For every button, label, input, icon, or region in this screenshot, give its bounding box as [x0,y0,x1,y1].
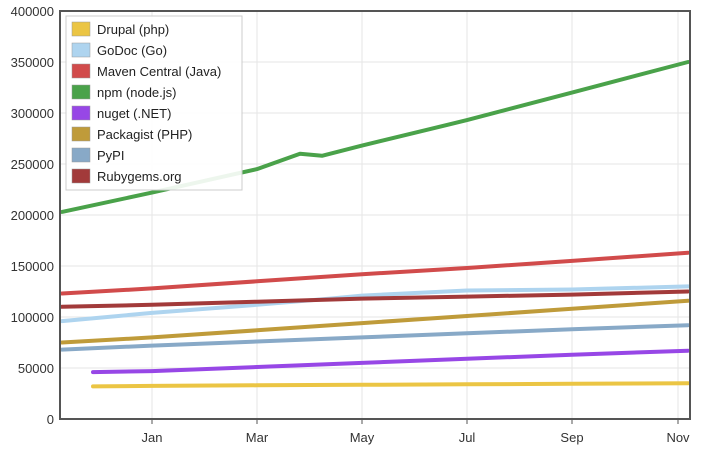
y-tick-label: 0 [47,412,54,427]
legend-label: GoDoc (Go) [97,43,167,58]
legend-swatch [71,63,91,79]
legend-label: npm (node.js) [97,85,176,100]
x-tick-label: Jul [459,430,476,445]
series-line-7 [60,289,690,309]
x-tick-label: Sep [560,430,583,445]
y-tick-label: 150000 [11,259,54,274]
y-tick-label: 100000 [11,310,54,325]
legend: Drupal (php) GoDoc (Go) Maven Central (Jav… [65,15,243,191]
legend-swatch [71,126,91,142]
x-tick-label: Mar [246,430,269,445]
legend-box [65,15,243,191]
legend-swatch [71,21,91,37]
series-line-2 [60,250,690,296]
y-tick-label: 400000 [11,4,54,19]
y-axis: 0 50000 100000 150000 200000 250000 300000 3500… [11,4,54,427]
y-tick-label: 300000 [11,106,54,121]
legend-label: Drupal (php) [97,22,169,37]
series-line-5 [60,298,690,345]
legend-label: Maven Central (Java) [97,64,221,79]
legend-swatch [71,42,91,58]
x-tick-label: May [350,430,375,445]
legend-swatch [71,105,91,121]
x-tick-label: Nov [666,430,690,445]
legend-label: Rubygems.org [97,169,182,184]
legend-label: Packagist (PHP) [97,127,192,142]
y-tick-label: 200000 [11,208,54,223]
x-tick-label: Jan [142,430,163,445]
series-line-4 [91,348,690,375]
plot-frame [59,10,691,420]
legend-swatch [71,84,91,100]
y-tick-label: 350000 [11,55,54,70]
y-tick-label: 250000 [11,157,54,172]
legend-swatch [71,147,91,163]
x-axis: Jan Mar May Jul Sep Nov [142,419,690,445]
legend-label: nuget (.NET) [97,106,171,121]
y-tick-label: 50000 [18,361,54,376]
series-line-6 [60,323,690,352]
series-line-0 [91,381,690,389]
legend-swatch [71,168,91,184]
legend-label: PyPI [97,148,124,163]
